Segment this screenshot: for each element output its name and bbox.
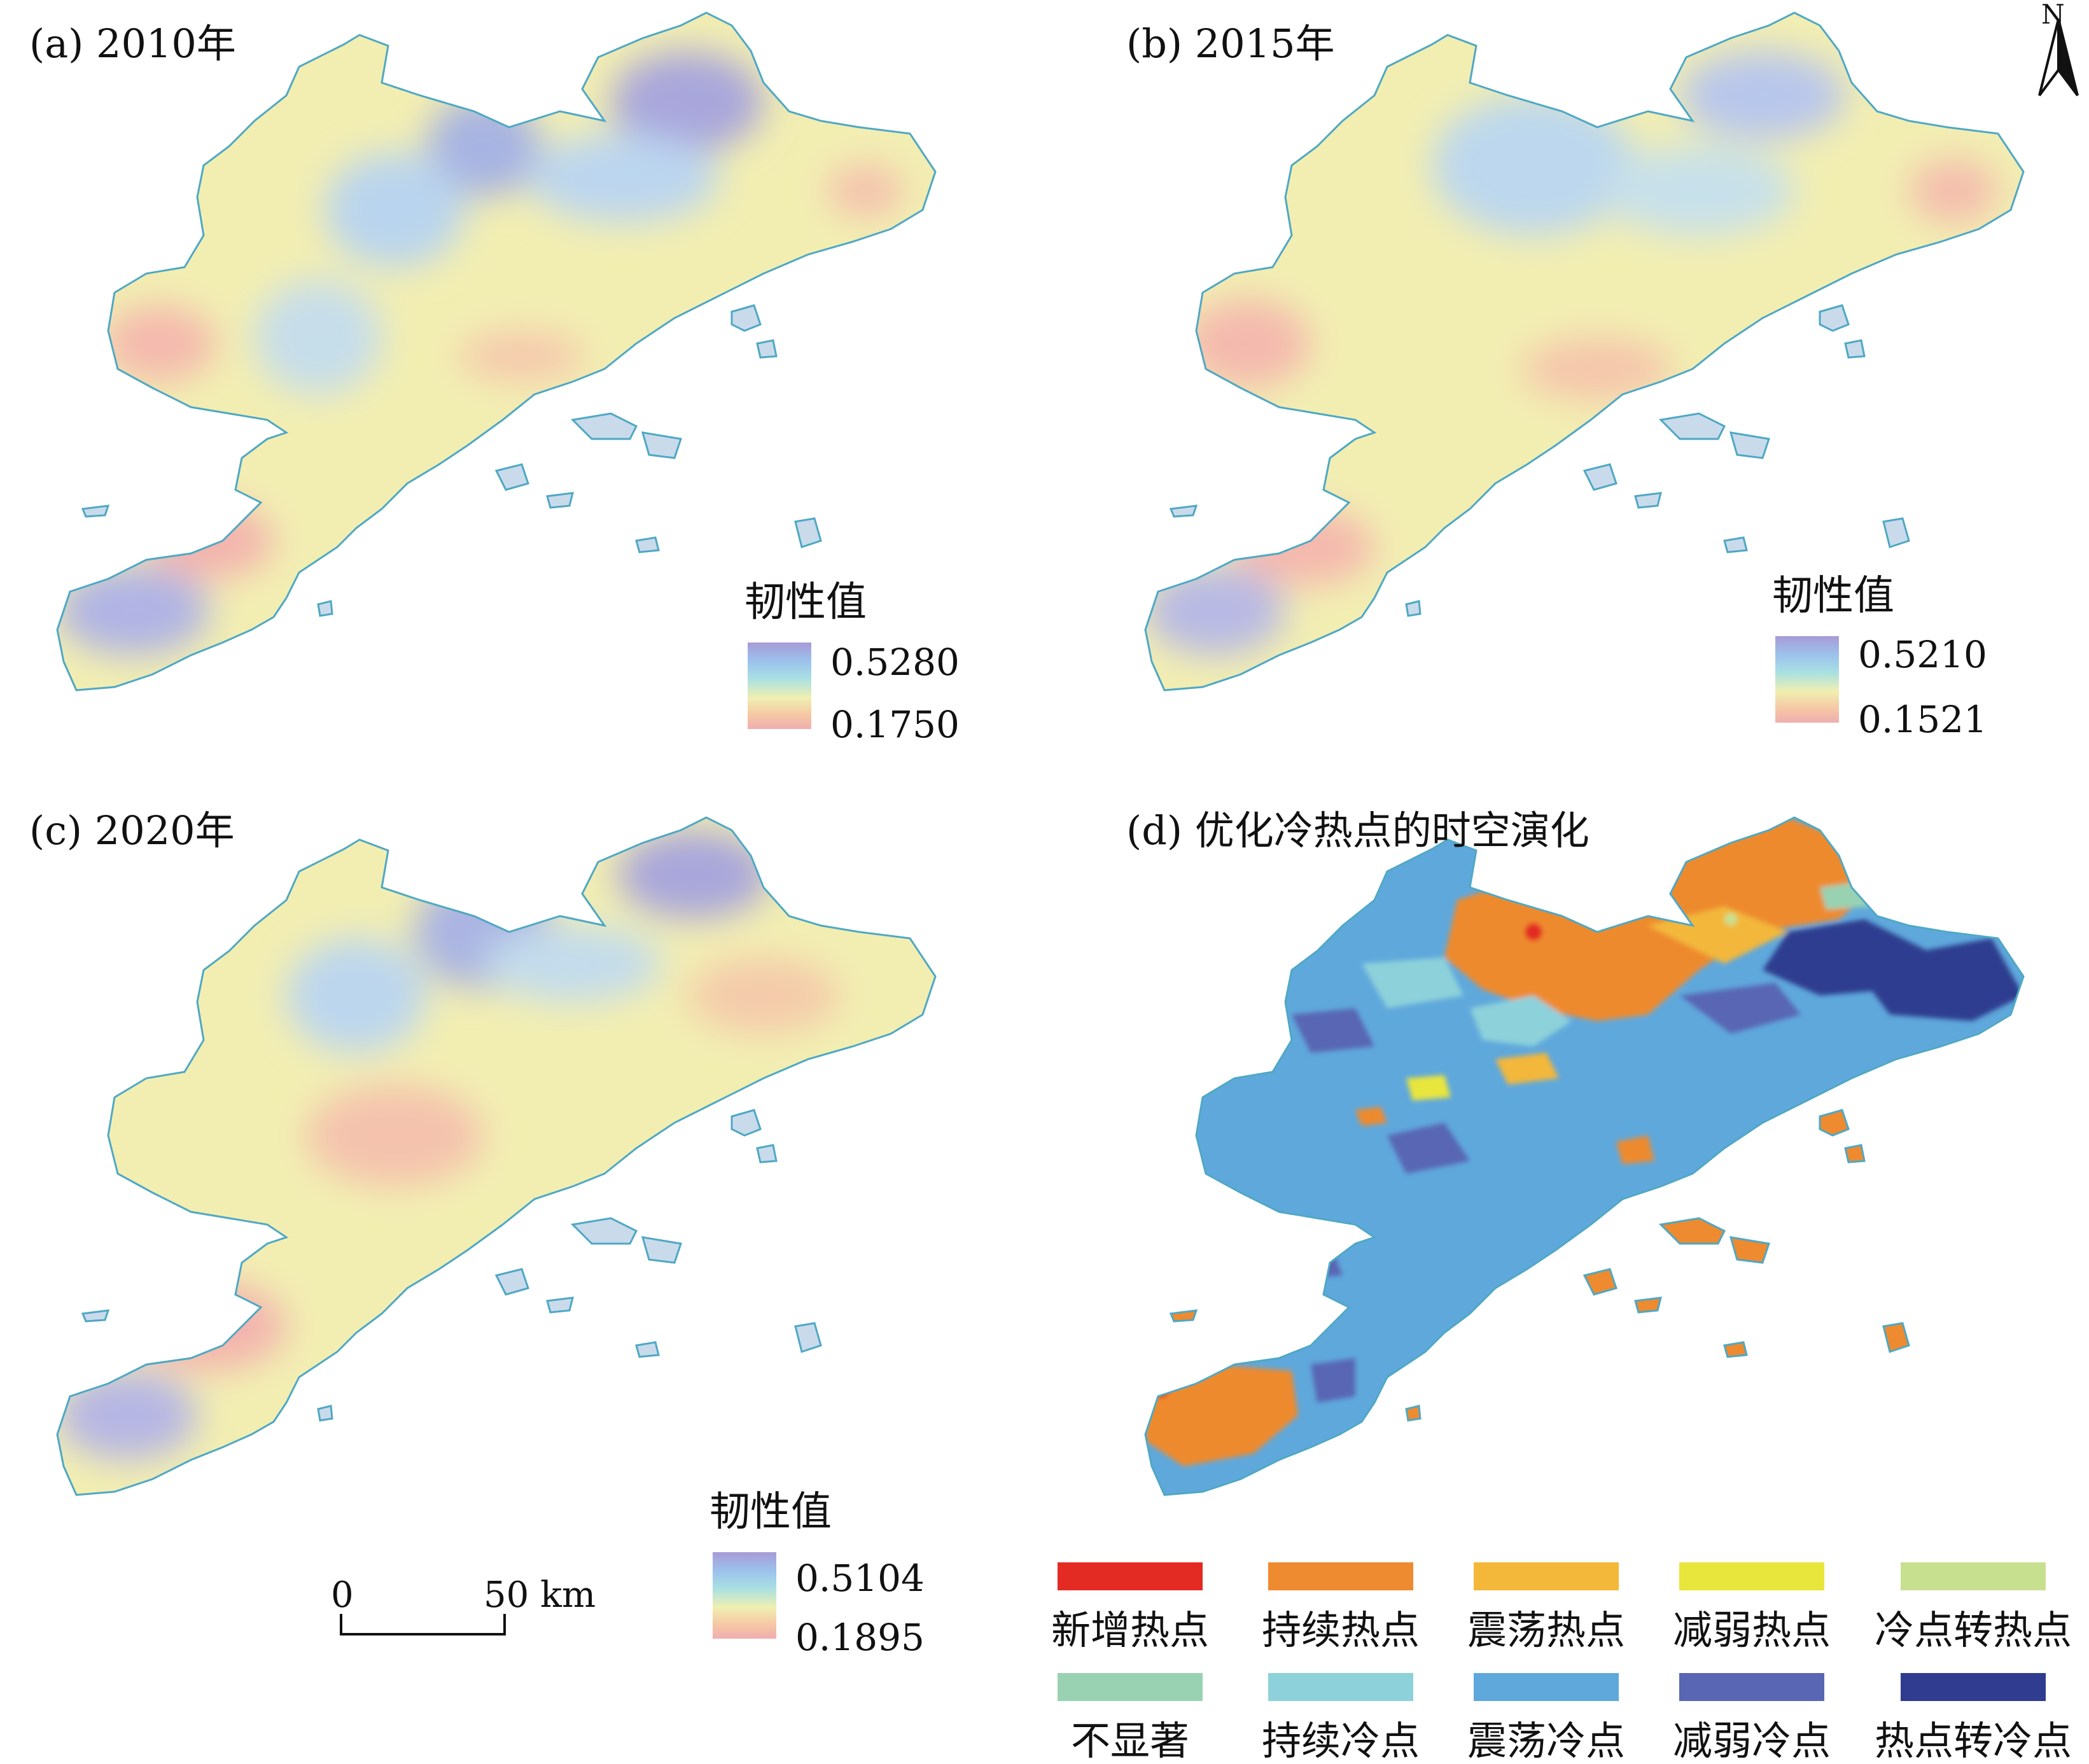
legend-min-b: 0.1521 — [1858, 698, 1987, 741]
legend-max-b: 0.5210 — [1858, 633, 1987, 676]
legend-min-a: 0.1750 — [830, 703, 960, 746]
panel-title-c: (c) 2020年 — [29, 807, 235, 854]
scale-bar — [340, 1614, 506, 1636]
label-persistent-coldspot: 持续冷点 — [1261, 1718, 1420, 1764]
swatch-hot-to-cold — [1901, 1673, 2046, 1701]
swatch-oscillating-hotspot — [1474, 1562, 1619, 1590]
north-arrow-label: N — [2041, 0, 2065, 30]
swatch-persistent-hotspot — [1268, 1562, 1413, 1590]
color-ramp-c — [713, 1552, 776, 1639]
panel-title-d: (d) 优化冷热点的时空演化 — [1126, 807, 1589, 854]
swatch-persistent-coldspot — [1268, 1673, 1413, 1701]
label-persistent-hotspot: 持续热点 — [1261, 1607, 1420, 1653]
label-hot-to-cold: 热点转冷点 — [1874, 1718, 2072, 1764]
map-panel-d — [1144, 816, 2025, 1496]
label-diminishing-coldspot: 减弱冷点 — [1672, 1718, 1831, 1764]
label-new-hotspot: 新增热点 — [1051, 1607, 1209, 1653]
label-oscillating-coldspot: 震荡冷点 — [1467, 1718, 1625, 1764]
north-arrow-icon — [2038, 18, 2079, 97]
legend-max-a: 0.5280 — [830, 641, 960, 684]
color-ramp-b — [1775, 636, 1839, 723]
color-ramp-a — [748, 642, 811, 729]
swatch-diminishing-hotspot — [1679, 1562, 1824, 1590]
label-oscillating-hotspot: 震荡热点 — [1467, 1607, 1625, 1653]
map-panel-b — [1144, 11, 2025, 691]
legend-title-a: 韧性值 — [744, 579, 867, 626]
map-panel-c — [56, 816, 937, 1496]
legend-max-c: 0.5104 — [795, 1557, 925, 1600]
swatch-oscillating-coldspot — [1474, 1673, 1619, 1701]
scale-start-label: 0 — [331, 1574, 354, 1616]
legend-title-c: 韧性值 — [709, 1489, 832, 1536]
swatch-new-hotspot — [1058, 1562, 1203, 1590]
legend-title-b: 韧性值 — [1772, 573, 1894, 620]
panel-title-a: (a) 2010年 — [29, 20, 236, 67]
legend-min-c: 0.1895 — [795, 1616, 925, 1659]
panel-title-b: (b) 2015年 — [1126, 20, 1335, 67]
swatch-not-significant — [1058, 1673, 1203, 1701]
label-cold-to-hot: 冷点转热点 — [1874, 1607, 2072, 1653]
label-diminishing-hotspot: 减弱热点 — [1672, 1607, 1831, 1653]
scale-end-label: 50 km — [484, 1574, 596, 1616]
swatch-diminishing-coldspot — [1679, 1673, 1824, 1701]
label-not-significant: 不显著 — [1070, 1718, 1189, 1764]
swatch-cold-to-hot — [1901, 1562, 2046, 1590]
